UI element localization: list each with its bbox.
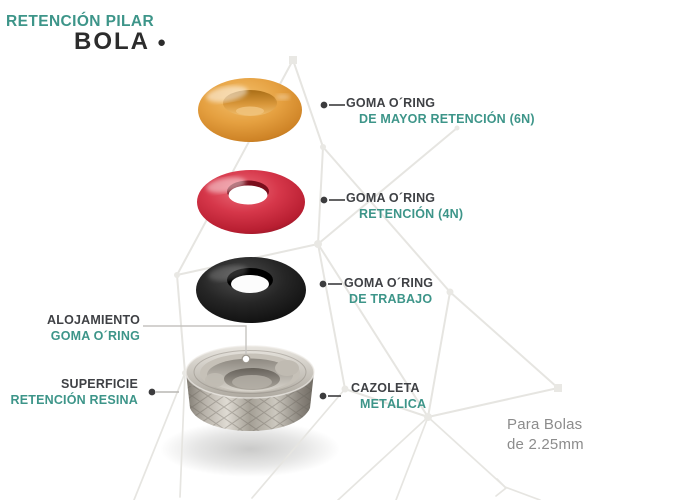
page-title-kicker: RETENCIÓN PILAR <box>6 13 155 30</box>
label-superficie: SUPERFICIE RETENCIÓN RESINA <box>10 377 138 407</box>
floor-shadow <box>160 421 340 477</box>
constellation-nodes <box>174 56 562 421</box>
page-title-text: BOLA <box>74 28 150 55</box>
bullet-icon: ● <box>157 34 167 51</box>
label-connectors <box>143 101 345 400</box>
label-oring-trabajo: GOMA O´RING DE TRABAJO <box>344 276 434 306</box>
alojamiento-pointer-dot <box>241 354 251 364</box>
oring-6n-part <box>198 78 302 142</box>
label-oring-6n: GOMA O´RING DE MAYOR RETENCIÓN (6N) <box>346 96 535 126</box>
oring-trabajo-part <box>196 257 306 323</box>
label-cazoleta: CAZOLETA METÁLICA <box>351 381 427 411</box>
oring-4n-part <box>197 170 305 234</box>
label-oring-4n: GOMA O´RING RETENCIÓN (4N) <box>346 191 464 221</box>
constellation-lines <box>133 59 559 500</box>
page-title: BOLA ● <box>74 28 166 56</box>
label-alojamiento: ALOJAMIENTO GOMA O´RING <box>47 313 140 343</box>
note-para-bolas: Para Bolas de 2.25mm <box>507 416 584 453</box>
cazoleta-metalica-part <box>185 345 315 431</box>
